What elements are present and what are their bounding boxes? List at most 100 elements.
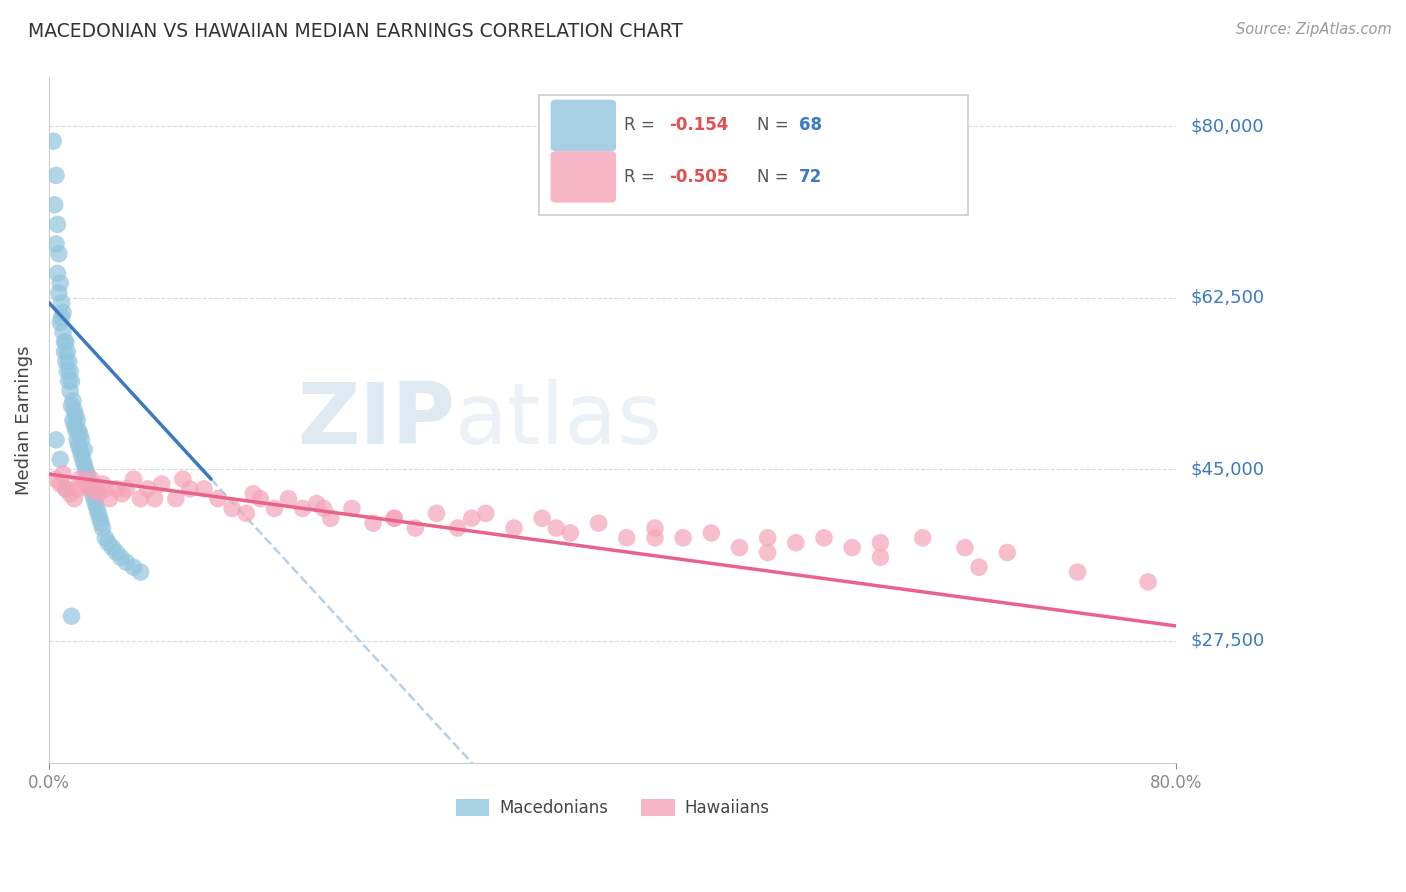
Point	[62, 413, 84, 427]
Point	[42, 134, 65, 148]
Point	[44, 198, 66, 212]
Y-axis label: Median Earnings: Median Earnings	[15, 345, 32, 495]
Point	[165, 491, 187, 506]
Point	[66, 413, 89, 427]
Point	[785, 535, 807, 549]
Point	[382, 511, 405, 525]
Point	[84, 497, 107, 511]
Point	[869, 550, 891, 565]
Point	[48, 285, 70, 300]
Point	[65, 409, 87, 423]
Text: ZIP: ZIP	[297, 379, 454, 462]
Point	[72, 452, 94, 467]
Point	[382, 511, 405, 525]
Point	[49, 315, 72, 329]
Text: 68: 68	[799, 117, 821, 135]
Point	[56, 344, 79, 359]
Point	[66, 433, 89, 447]
Point	[76, 467, 98, 482]
Point	[77, 472, 100, 486]
Point	[94, 482, 117, 496]
Point	[235, 506, 257, 520]
Text: R =: R =	[624, 117, 659, 135]
Point	[55, 354, 77, 368]
Point	[756, 545, 779, 559]
Point	[52, 325, 75, 339]
Point	[60, 374, 83, 388]
Point	[97, 535, 120, 549]
Point	[55, 482, 77, 496]
FancyBboxPatch shape	[551, 100, 616, 151]
Point	[73, 442, 96, 457]
Point	[53, 344, 76, 359]
Point	[51, 295, 73, 310]
Point	[69, 442, 91, 457]
Point	[52, 305, 75, 319]
Point	[995, 545, 1018, 559]
Point	[63, 491, 86, 506]
Point	[291, 501, 314, 516]
Point	[63, 403, 86, 417]
Point	[77, 482, 100, 496]
Point	[80, 482, 103, 496]
Point	[45, 472, 67, 486]
Point	[644, 521, 666, 535]
Point	[150, 477, 173, 491]
Point	[101, 541, 124, 555]
Point	[179, 482, 201, 496]
Point	[122, 560, 145, 574]
Point	[110, 550, 132, 565]
Point	[49, 477, 72, 491]
Point	[953, 541, 976, 555]
Point	[67, 438, 90, 452]
Point	[75, 462, 97, 476]
Point	[546, 521, 568, 535]
Point	[45, 237, 67, 252]
Point	[1137, 574, 1160, 589]
Point	[66, 482, 89, 496]
Point	[616, 531, 638, 545]
Point	[105, 482, 128, 496]
Point	[221, 501, 243, 516]
Text: $80,000: $80,000	[1191, 118, 1264, 136]
Point	[70, 448, 93, 462]
Text: $27,500: $27,500	[1191, 632, 1264, 649]
Point	[45, 169, 67, 183]
Text: 72: 72	[799, 168, 823, 186]
Point	[263, 501, 285, 516]
Point	[56, 364, 79, 378]
Point	[813, 531, 835, 545]
Text: Source: ZipAtlas.com: Source: ZipAtlas.com	[1236, 22, 1392, 37]
Point	[69, 428, 91, 442]
Text: R =: R =	[624, 168, 659, 186]
Text: atlas: atlas	[454, 379, 662, 462]
FancyBboxPatch shape	[551, 151, 616, 202]
Point	[136, 482, 159, 496]
Point	[531, 511, 554, 525]
Point	[340, 501, 363, 516]
Point	[46, 266, 69, 280]
Point	[59, 384, 82, 398]
Point	[80, 472, 103, 486]
Point	[60, 399, 83, 413]
Point	[58, 354, 80, 368]
Point	[249, 491, 271, 506]
Legend: Macedonians, Hawaiians: Macedonians, Hawaiians	[449, 792, 776, 823]
Point	[105, 545, 128, 559]
Point	[63, 418, 86, 433]
Point	[89, 511, 111, 525]
Point	[560, 525, 582, 540]
Point	[1066, 565, 1088, 579]
Point	[73, 477, 96, 491]
Point	[51, 310, 73, 325]
Point	[277, 491, 299, 506]
Point	[672, 531, 695, 545]
Point	[475, 506, 498, 520]
Point	[404, 521, 426, 535]
Point	[87, 506, 110, 520]
Point	[503, 521, 526, 535]
Point	[58, 374, 80, 388]
Point	[49, 452, 72, 467]
Point	[79, 477, 101, 491]
Point	[60, 609, 83, 624]
